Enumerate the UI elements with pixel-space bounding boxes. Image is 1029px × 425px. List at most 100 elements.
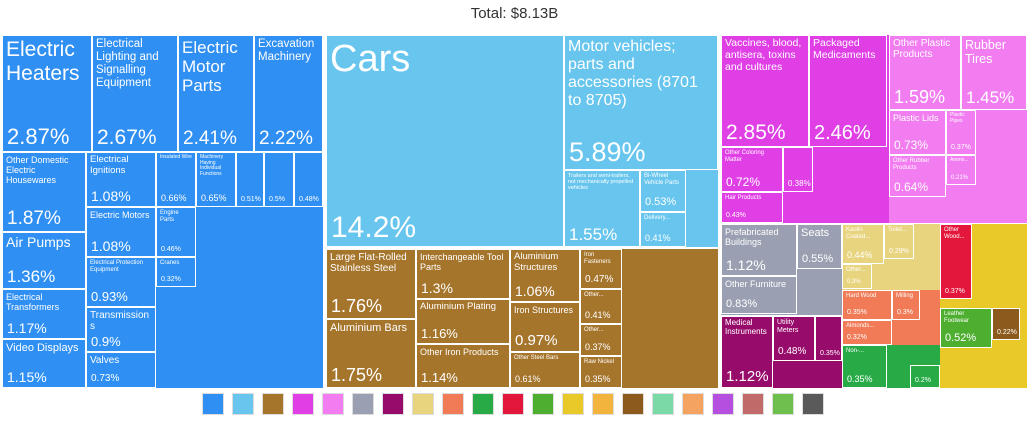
tile-value: 1.12% xyxy=(726,257,766,273)
treemap-tile: Transmissions 0.9% xyxy=(86,307,156,352)
tile-value: 1.87% xyxy=(7,208,61,229)
treemap-tile: Other Rubber Products 0.64% xyxy=(889,155,946,197)
tile-name: Packaged Medicaments xyxy=(813,37,876,61)
category-icon xyxy=(742,393,764,415)
tile-name: Aluminium Structures xyxy=(514,251,559,273)
tile-name: Other... xyxy=(584,292,604,298)
treemap-tile: 0.5% xyxy=(264,152,294,207)
treemap-tile: Electrical Protection Equipment 0.93% xyxy=(86,257,156,307)
treemap-tile: Other... 0.37% xyxy=(580,324,622,356)
treemap-tile: Valves 0.73% xyxy=(86,352,156,388)
tile-value: 0.2% xyxy=(915,377,931,384)
treemap-tile: Non-... 0.35% xyxy=(842,345,887,388)
tile-value: 1.76% xyxy=(331,296,383,316)
treemap-tile: Air Pumps 1.36% xyxy=(2,232,86,289)
tile-value: 0.35% xyxy=(820,350,840,357)
treemap-tile: Aluminium Bars 1.75% xyxy=(326,319,416,388)
treemap-tile: Other Furniture 0.83% xyxy=(721,276,797,314)
tile-name: Plastic Lids xyxy=(893,113,939,123)
treemap-tile: Other Iron Products 1.14% xyxy=(416,344,510,388)
tile-name: Other Steel Bars xyxy=(514,355,559,361)
tile-value: 0.35% xyxy=(847,309,867,316)
category-icon xyxy=(472,393,494,415)
tile-name: Other Furniture xyxy=(725,279,787,289)
tile-value: 0.97% xyxy=(515,332,558,349)
tile-value: 0.37% xyxy=(951,144,971,151)
tile-value: 0.65% xyxy=(201,193,227,203)
treemap-tile: Electric Heaters 2.87% xyxy=(2,35,92,152)
treemap-tile: Video Displays 1.15% xyxy=(2,339,86,388)
tile-value: 0.35% xyxy=(847,374,873,384)
tile-value: 1.17% xyxy=(7,320,47,336)
tile-value: 1.12% xyxy=(726,368,769,385)
tile-name: Aluminium Bars xyxy=(330,322,408,334)
tile-name: Prefabricated Buildings xyxy=(725,227,779,248)
tile-value: 0.48% xyxy=(778,346,807,357)
treemap-tile: Seats 0.55% xyxy=(797,224,842,269)
tile-name: Rubber Tires xyxy=(965,38,1006,66)
tile-name: Machinery Having Individual Functions xyxy=(200,154,224,177)
treemap-tile: Leather Footwear 0.52% xyxy=(940,308,992,348)
tile-value: 0.46% xyxy=(161,246,181,253)
category-icon xyxy=(322,393,344,415)
treemap-tile: Motor vehicles; parts and accessories (8… xyxy=(564,35,718,170)
tile-name: Milling xyxy=(896,293,914,299)
treemap-tile: Cranes 0.32% xyxy=(156,257,196,287)
treemap-tile: Rubber Tires 1.45% xyxy=(961,35,1027,110)
tile-value: 0.38% xyxy=(788,179,811,188)
category-icon xyxy=(622,393,644,415)
tile-value: 0.73% xyxy=(894,138,929,152)
tile-value: 2.85% xyxy=(726,121,786,144)
category-icon xyxy=(502,393,524,415)
tile-name: Kaolin Coated... xyxy=(846,227,871,240)
treemap-tile: Utility Meters 0.48% xyxy=(773,316,815,361)
tile-value: 1.55% xyxy=(569,225,618,244)
treemap-tile: Other... 0.3% xyxy=(842,264,872,289)
tile-name: Toilet... xyxy=(888,227,908,233)
treemap-tile: Almonds... 0.32% xyxy=(842,320,892,345)
category-icon xyxy=(592,393,614,415)
tile-value: 0.73% xyxy=(91,373,120,384)
tile-name: Interchangeable Tool Parts xyxy=(420,252,504,273)
tile-value: 1.75% xyxy=(331,365,383,385)
treemap-tile: Cars 14.2% xyxy=(326,35,564,247)
treemap-tile: Electrical Ignitions 1.08% xyxy=(86,152,156,207)
treemap-tile: Iron Structures 0.97% xyxy=(510,302,580,352)
treemap-tile: Other Steel Bars 0.61% xyxy=(510,352,580,388)
category-icon xyxy=(682,393,704,415)
treemap-tile: Machinery Having Individual Functions 0.6… xyxy=(196,152,236,207)
tile-value: 0.21% xyxy=(951,175,969,181)
tile-name: Other Plastic Products xyxy=(893,38,951,61)
tile-name: Trailers and semi-trailers, not mechanic… xyxy=(568,173,634,192)
tile-name: Electric Motors xyxy=(90,210,150,220)
tile-value: 0.43% xyxy=(726,212,746,219)
tile-value: 0.35% xyxy=(585,374,611,384)
treemap-tile: Vaccines, blood, antisera, toxins and cu… xyxy=(721,35,809,147)
tile-value: 1.06% xyxy=(515,283,555,299)
tile-value: 0.44% xyxy=(847,250,873,260)
tile-value: 2.87% xyxy=(7,124,70,149)
category-icon xyxy=(412,393,434,415)
tile-value: 0.3% xyxy=(897,309,913,316)
tile-value: 2.22% xyxy=(259,128,313,149)
treemap-tile: Other Domestic Electric Housewares 1.87% xyxy=(2,152,86,232)
tile-name: Video Displays xyxy=(6,342,79,354)
treemap-tile: Delivery... 0.41% xyxy=(640,212,686,247)
category-icon xyxy=(562,393,584,415)
tile-name: Electrical Lighting and Signalling Equip… xyxy=(96,38,159,89)
tile-value: 0.55% xyxy=(802,253,834,265)
tile-name: Engine Parts xyxy=(160,210,179,223)
category-icon xyxy=(532,393,554,415)
treemap-tile: Packaged Medicaments 2.46% xyxy=(809,35,887,147)
tile-value: 0.3% xyxy=(847,279,861,285)
tile-name: Other Domestic Electric Housewares xyxy=(6,155,69,186)
tile-value: 0.37% xyxy=(945,288,965,295)
tile-name: Transmissions xyxy=(90,310,150,333)
treemap-tile: Milling 0.3% xyxy=(892,290,920,320)
category-icon xyxy=(292,393,314,415)
treemap-tile: Plastic Lids 0.73% xyxy=(889,110,946,155)
category-icon xyxy=(232,393,254,415)
tile-name: Valves xyxy=(90,355,120,366)
tile-name: Plastic Pipes xyxy=(950,112,965,124)
